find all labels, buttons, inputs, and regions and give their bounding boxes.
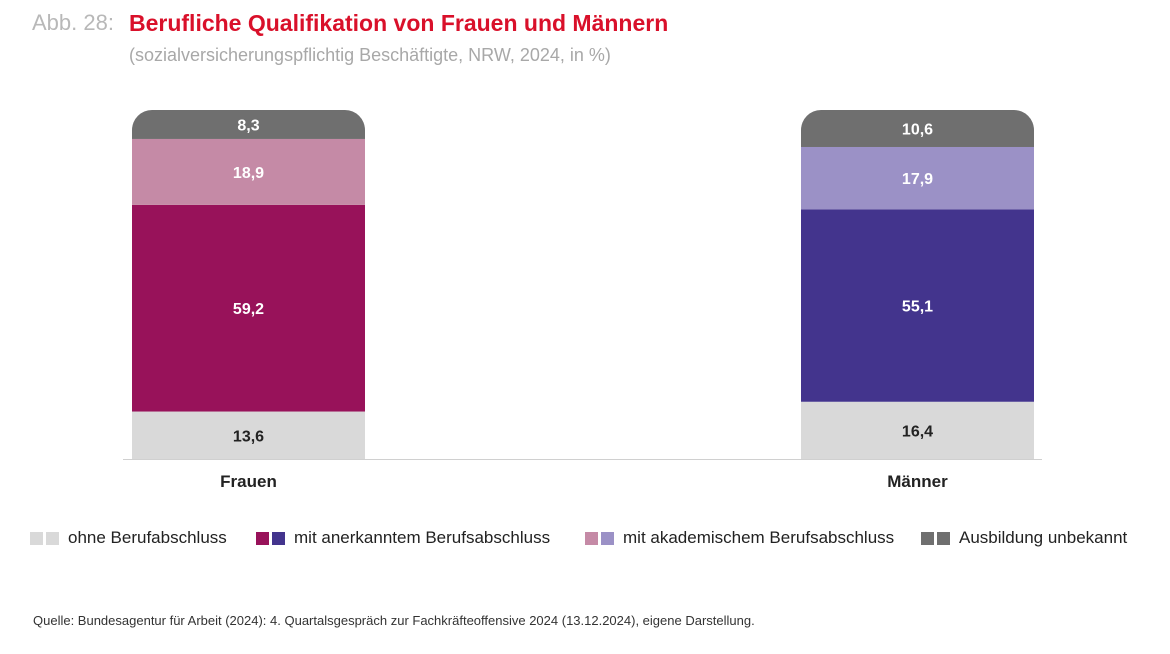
legend: ohne Berufabschluss mit anerkanntem Beru…	[30, 528, 1150, 552]
legend-label: Ausbildung unbekannt	[959, 528, 1128, 547]
bar-segment	[801, 146, 1034, 210]
data-label: 13,6	[233, 428, 264, 445]
chart-title: Berufliche Qualifikation von Frauen und …	[129, 10, 669, 36]
chart-subtitle: (sozialversicherungspflichtig Beschäftig…	[129, 45, 611, 65]
legend-swatch	[272, 531, 285, 545]
legend-item-anerkannter-berufsabschluss: mit anerkanntem Berufsabschluss	[256, 528, 550, 548]
data-label: 18,9	[233, 165, 264, 182]
legend-swatch	[585, 531, 598, 545]
data-label: 59,2	[233, 301, 264, 318]
bar-segment	[801, 209, 1034, 402]
bar-segment	[132, 110, 365, 139]
legend-item-ausbildung-unbekannt: Ausbildung unbekannt	[921, 528, 1127, 548]
legend-swatch	[937, 531, 950, 545]
data-label: 10,6	[902, 121, 933, 138]
bars-group: 13,6 59,2 18,9 8,3 16,4 55,1 17,9 10,6	[132, 110, 1034, 459]
bar-segment	[801, 110, 1034, 147]
x-tick-labels: Frauen Männer	[220, 472, 948, 491]
figure-label: Abb. 28:	[32, 10, 114, 35]
bar-segment	[132, 411, 365, 459]
bar-0	[132, 110, 365, 459]
legend-item-akademischer-berufsabschluss: mit akademischem Berufsabschluss	[585, 528, 894, 548]
data-label: 8,3	[237, 117, 259, 134]
bar-1	[801, 110, 1034, 459]
data-label: 17,9	[902, 171, 933, 188]
legend-swatch	[601, 531, 614, 545]
legend-swatch	[256, 531, 269, 545]
data-label: 16,4	[902, 423, 933, 440]
legend-swatch	[46, 531, 59, 545]
x-tick-label: Frauen	[220, 472, 277, 491]
bar-segment	[132, 204, 365, 412]
legend-label: mit akademischem Berufsabschluss	[623, 528, 895, 547]
bar-segment	[132, 138, 365, 205]
legend-label: ohne Berufabschluss	[68, 528, 227, 547]
bar-segment	[801, 401, 1034, 459]
source-note: Quelle: Bundesagentur für Arbeit (2024):…	[33, 613, 755, 628]
legend-swatch	[921, 531, 934, 545]
legend-label: mit anerkanntem Berufsabschluss	[294, 528, 551, 547]
data-label: 55,1	[902, 299, 933, 316]
x-tick-label: Männer	[887, 472, 948, 491]
legend-swatch	[30, 531, 43, 545]
legend-item-ohne-berufsabschluss: ohne Berufabschluss	[30, 528, 227, 548]
